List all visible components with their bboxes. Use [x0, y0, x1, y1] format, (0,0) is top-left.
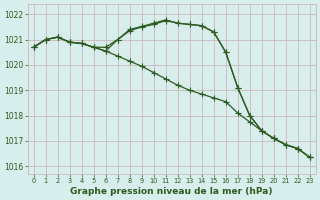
X-axis label: Graphe pression niveau de la mer (hPa): Graphe pression niveau de la mer (hPa) — [70, 187, 273, 196]
